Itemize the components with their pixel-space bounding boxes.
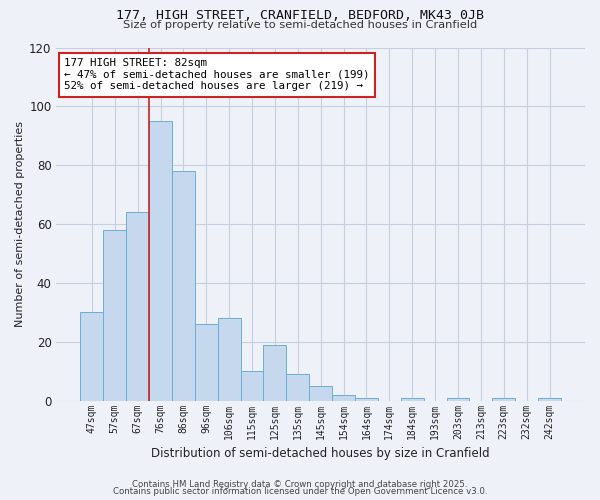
Bar (241, 371, 263, 400)
X-axis label: Distribution of semi-detached houses by size in Cranfield: Distribution of semi-detached houses by … (151, 447, 490, 460)
Bar (126, 212, 149, 400)
Bar (493, 398, 515, 400)
Bar (309, 386, 332, 400)
Bar (263, 344, 286, 401)
Bar (355, 398, 378, 400)
Bar (538, 398, 561, 400)
Text: 177 HIGH STREET: 82sqm
← 47% of semi-detached houses are smaller (199)
52% of se: 177 HIGH STREET: 82sqm ← 47% of semi-det… (64, 58, 370, 92)
Bar (103, 230, 126, 400)
Bar (332, 395, 355, 400)
Bar (80, 312, 103, 400)
Bar (149, 121, 172, 400)
Text: Size of property relative to semi-detached houses in Cranfield: Size of property relative to semi-detach… (123, 20, 477, 30)
Bar (401, 398, 424, 400)
Bar (195, 324, 218, 400)
Text: Contains public sector information licensed under the Open Government Licence v3: Contains public sector information licen… (113, 487, 487, 496)
Bar (446, 398, 469, 400)
Text: Contains HM Land Registry data © Crown copyright and database right 2025.: Contains HM Land Registry data © Crown c… (132, 480, 468, 489)
Text: 177, HIGH STREET, CRANFIELD, BEDFORD, MK43 0JB: 177, HIGH STREET, CRANFIELD, BEDFORD, MK… (116, 9, 484, 22)
Bar (172, 171, 195, 400)
Bar (218, 318, 241, 400)
Y-axis label: Number of semi-detached properties: Number of semi-detached properties (15, 121, 25, 327)
Bar (286, 374, 309, 400)
